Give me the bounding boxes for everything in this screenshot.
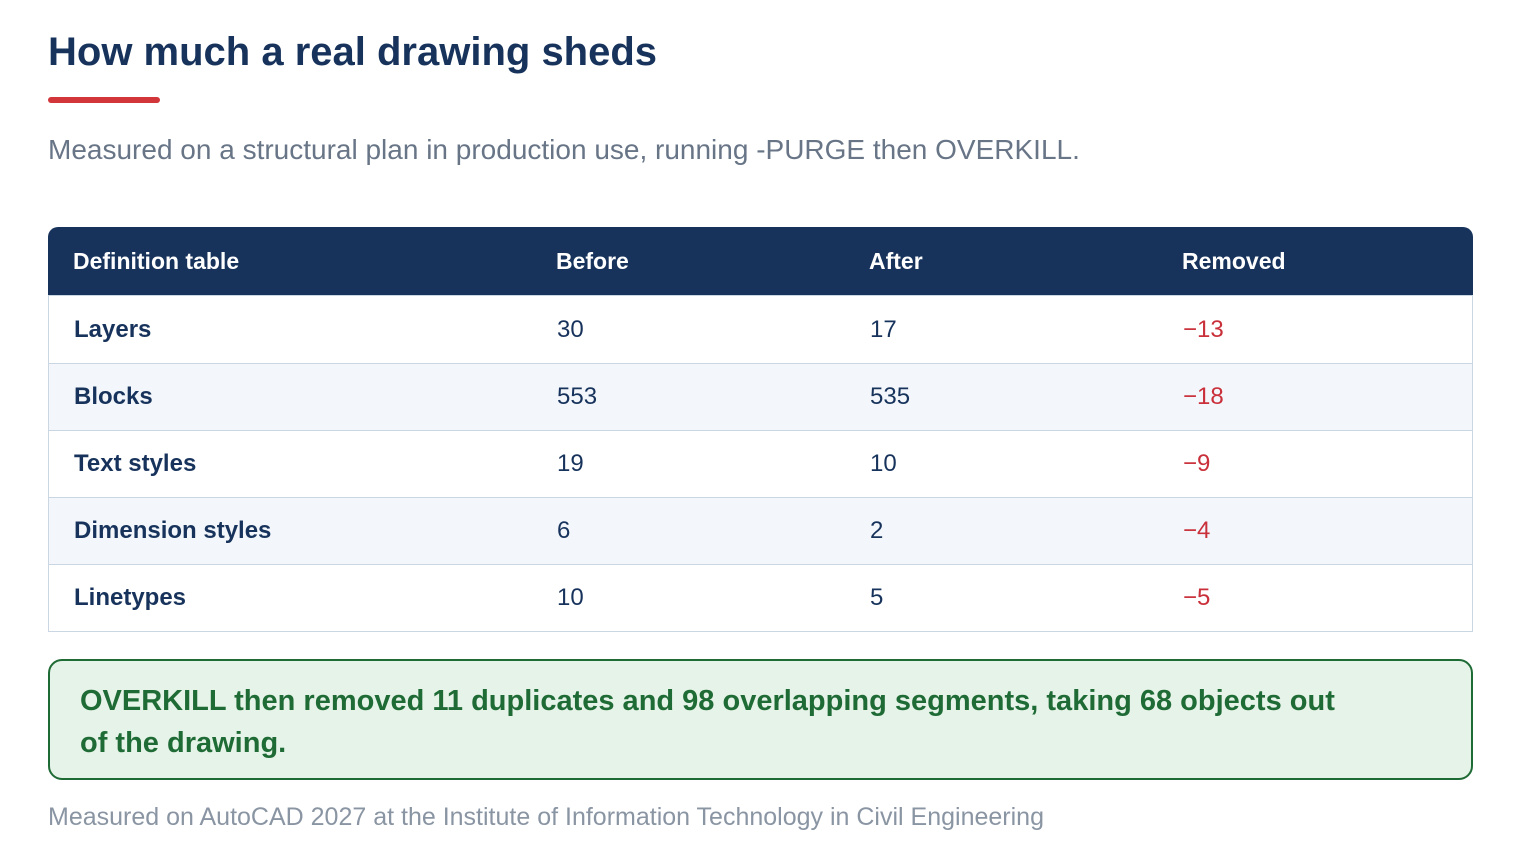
row-label: Text styles — [74, 450, 197, 477]
before-value: 19 — [557, 450, 584, 477]
row-label: Dimension styles — [74, 517, 272, 544]
column-header-definition-table: Definition table — [73, 247, 240, 274]
summary-callout: OVERKILL then removed 11 duplicates and … — [48, 659, 1473, 780]
table-header: Definition table Before After Removed — [48, 227, 1473, 295]
row-label: Layers — [74, 315, 152, 343]
table-row: Layers 30 17 −13 — [48, 295, 1473, 364]
column-header-after: After — [869, 247, 923, 274]
summary-callout-text: OVERKILL then removed 11 duplicates and … — [80, 685, 1335, 759]
page-title: How much a real drawing sheds — [48, 30, 658, 74]
table-row: Dimension styles 6 2 −4 — [48, 498, 1473, 565]
removed-value: −4 — [1183, 517, 1211, 544]
before-value: 6 — [557, 517, 571, 544]
column-header-before: Before — [556, 247, 629, 274]
removed-value: −13 — [1183, 315, 1224, 343]
table-row: Text styles 19 10 −9 — [48, 431, 1473, 498]
row-label: Blocks — [74, 383, 153, 410]
after-value: 5 — [870, 584, 884, 611]
source-footnote: Measured on AutoCAD 2027 at the Institut… — [48, 803, 1044, 831]
row-label: Linetypes — [74, 584, 187, 611]
after-value: 535 — [870, 383, 911, 410]
after-value: 10 — [870, 450, 897, 477]
column-header-removed: Removed — [1182, 247, 1286, 274]
removed-value: −9 — [1183, 450, 1211, 477]
after-value: 2 — [870, 517, 884, 544]
removed-value: −5 — [1183, 584, 1211, 611]
page-subtitle: Measured on a structural plan in product… — [48, 134, 1080, 165]
removed-value: −18 — [1183, 383, 1224, 410]
title-underline — [48, 97, 160, 103]
after-value: 17 — [870, 315, 897, 343]
table-row: Blocks 553 535 −18 — [48, 364, 1473, 431]
before-value: 10 — [557, 584, 584, 611]
definition-table: Definition table Before After Removed La… — [48, 227, 1473, 632]
before-value: 30 — [557, 315, 584, 343]
before-value: 553 — [557, 383, 598, 410]
table-row: Linetypes 10 5 −5 — [48, 565, 1473, 632]
